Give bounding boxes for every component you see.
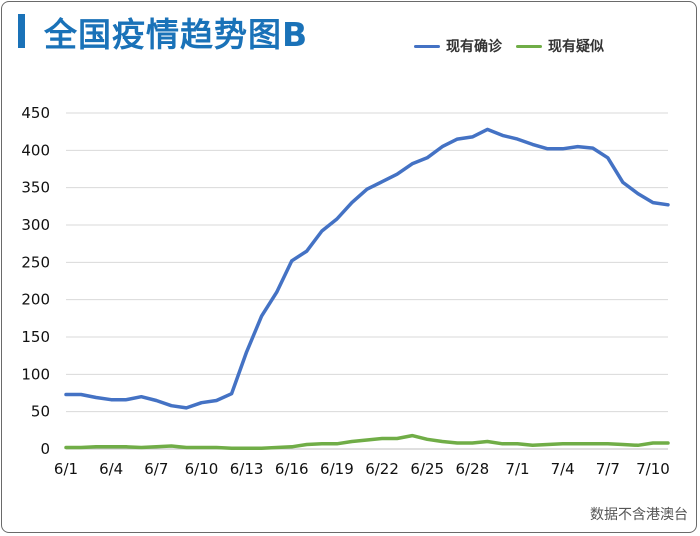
y-tick-label-250: 250 xyxy=(21,253,50,271)
legend-label-suspected: 现有疑似 xyxy=(548,39,604,55)
legend-label-confirmed: 现有确诊 xyxy=(446,39,502,55)
legend-item-confirmed: 现有确诊 xyxy=(414,36,502,56)
x-tick-label-6-4: 6/4 xyxy=(99,460,123,478)
x-tick-label-6-28: 6/28 xyxy=(456,460,490,478)
legend-item-suspected: 现有疑似 xyxy=(516,36,604,56)
x-tick-label-6-10: 6/10 xyxy=(185,460,219,478)
legend: 现有确诊 现有疑似 xyxy=(414,36,618,56)
x-tick-label-6-16: 6/16 xyxy=(275,460,309,478)
y-tick-label-150: 150 xyxy=(21,328,50,346)
y-tick-label-50: 50 xyxy=(31,403,50,421)
x-tick-label-7-10: 7/10 xyxy=(636,460,670,478)
x-tick-label-6-13: 6/13 xyxy=(230,460,264,478)
legend-swatch-confirmed xyxy=(414,44,440,48)
y-tick-label-400: 400 xyxy=(21,141,50,159)
y-tick-label-350: 350 xyxy=(21,179,50,197)
x-tick-label-6-25: 6/25 xyxy=(410,460,444,478)
y-tick-label-0: 0 xyxy=(40,440,50,458)
x-tick-label-6-7: 6/7 xyxy=(144,460,168,478)
x-tick-label-7-7: 7/7 xyxy=(596,460,620,478)
y-tick-label-200: 200 xyxy=(21,291,50,309)
title-accent-bar xyxy=(18,14,25,48)
legend-swatch-suspected xyxy=(516,44,542,48)
y-tick-label-450: 450 xyxy=(21,104,50,122)
x-tick-label-6-1: 6/1 xyxy=(54,460,78,478)
x-tick-label-7-4: 7/4 xyxy=(551,460,575,478)
y-tick-label-300: 300 xyxy=(21,216,50,234)
x-tick-label-7-1: 7/1 xyxy=(505,460,529,478)
x-tick-label-6-22: 6/22 xyxy=(365,460,399,478)
series-line-confirmed xyxy=(64,127,670,410)
y-tick-label-100: 100 xyxy=(21,365,50,383)
footnote: 数据不含港澳台 xyxy=(590,507,688,523)
chart-title: 全国疫情趋势图B xyxy=(44,15,309,54)
series-line-suspected xyxy=(64,433,670,451)
x-tick-label-6-19: 6/19 xyxy=(320,460,354,478)
